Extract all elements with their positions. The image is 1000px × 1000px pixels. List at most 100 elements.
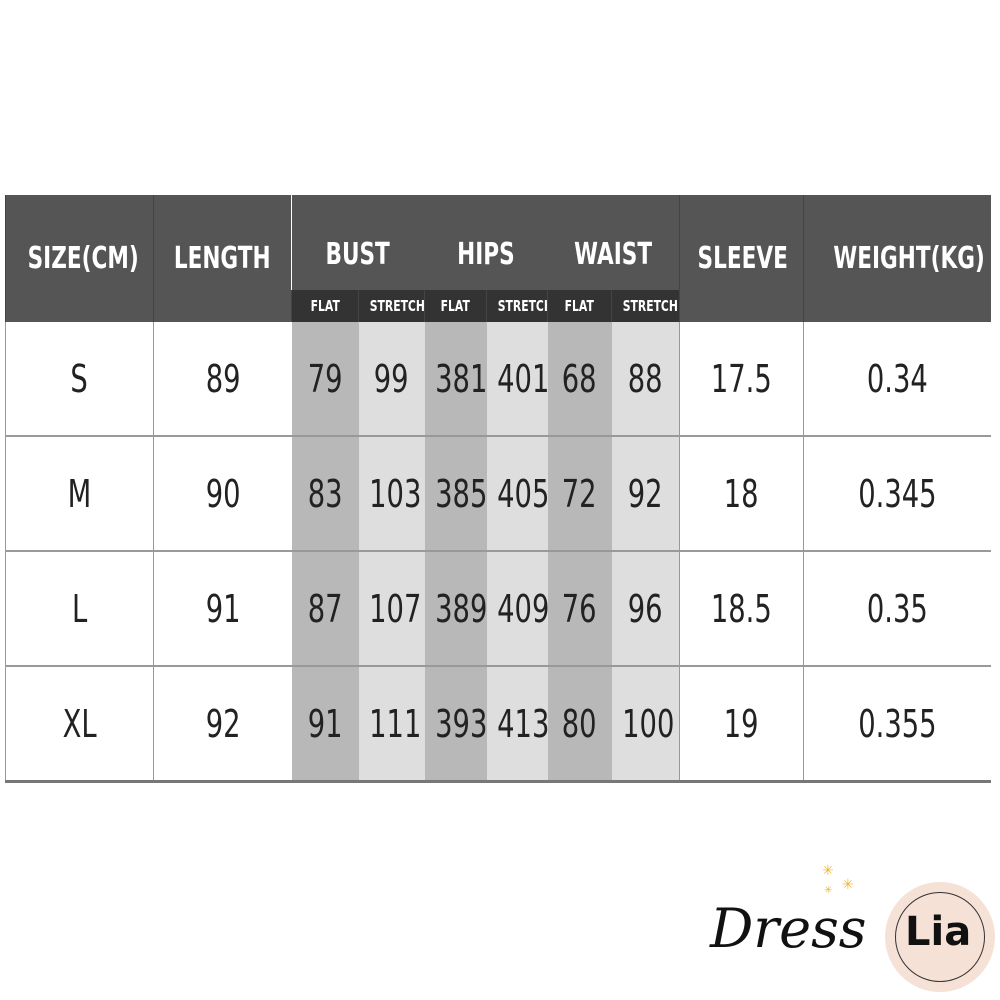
cell-value: 76 bbox=[562, 586, 597, 631]
cell-waist-flat: 68 bbox=[547, 322, 612, 437]
subheader-waist-flat-cell: FLAT bbox=[547, 290, 612, 322]
cell-value: 103 bbox=[368, 471, 421, 516]
cell-value: 91 bbox=[205, 586, 241, 631]
cell-weight: 0.35 bbox=[803, 551, 991, 667]
cell-value: 18 bbox=[724, 471, 759, 516]
cell-bust-stretch: 107 bbox=[358, 551, 425, 667]
cell-sleeve: 18.5 bbox=[679, 551, 804, 667]
cell-value: 83 bbox=[307, 471, 343, 516]
cell-value: 381 bbox=[434, 356, 487, 401]
cell-waist-stretch: 100 bbox=[611, 666, 680, 783]
header-hips-cell: HIPS bbox=[424, 195, 548, 290]
table-row: XL 92 91 111 393 413 80 100 19 0.355 bbox=[5, 666, 991, 783]
cell-value: 385 bbox=[434, 471, 487, 516]
cell-bust-stretch: 103 bbox=[358, 436, 425, 552]
cell-value: 90 bbox=[205, 471, 241, 516]
cell-value: 68 bbox=[562, 356, 597, 401]
cell-value: 92 bbox=[205, 701, 241, 746]
cell-hips-flat: 381 bbox=[424, 322, 487, 437]
logo-block-text: Lia bbox=[905, 909, 972, 955]
cell-waist-flat: 80 bbox=[547, 666, 612, 783]
cell-sleeve: 17.5 bbox=[679, 322, 804, 437]
dresslia-logo: ✳ ✳ ✳ Dress Lia bbox=[700, 860, 1000, 1000]
cell-sleeve: 19 bbox=[679, 666, 804, 783]
header-sleeve-cell: SLEEVE bbox=[679, 195, 804, 322]
subheader-bust-flat-cell: FLAT bbox=[291, 290, 359, 322]
table-row: M 90 83 103 385 405 72 92 18 0.345 bbox=[5, 436, 991, 552]
cell-value: 0.355 bbox=[858, 701, 937, 746]
cell-value: 393 bbox=[434, 701, 487, 746]
cell-bust-flat: 79 bbox=[291, 322, 359, 437]
subheader-hips-stretch: STRETCH bbox=[497, 297, 548, 315]
logo-ring bbox=[895, 892, 985, 982]
cell-length: 91 bbox=[153, 551, 292, 667]
logo-script-text: Dress bbox=[710, 897, 867, 960]
cell-value: XL bbox=[62, 701, 97, 746]
header-bust-cell: BUST bbox=[291, 195, 425, 290]
cell-length: 92 bbox=[153, 666, 292, 783]
cell-value: 79 bbox=[307, 356, 343, 401]
cell-value: 89 bbox=[205, 356, 241, 401]
cell-value: 96 bbox=[627, 586, 663, 631]
cell-waist-stretch: 92 bbox=[611, 436, 680, 552]
cell-weight: 0.355 bbox=[803, 666, 991, 783]
table-row: L 91 87 107 389 409 76 96 18.5 0.35 bbox=[5, 551, 991, 667]
cell-weight: 0.345 bbox=[803, 436, 991, 552]
cell-length: 90 bbox=[153, 436, 292, 552]
cell-value: 405 bbox=[496, 471, 548, 516]
subheader-hips-flat-cell: FLAT bbox=[424, 290, 487, 322]
cell-hips-flat: 389 bbox=[424, 551, 487, 667]
cell-length: 89 bbox=[153, 322, 292, 437]
cell-value: 111 bbox=[368, 701, 421, 746]
star-icon: ✳ bbox=[824, 885, 833, 896]
subheader-waist-flat: FLAT bbox=[564, 297, 595, 315]
cell-value: 100 bbox=[621, 701, 674, 746]
header-hips: HIPS bbox=[457, 237, 515, 272]
cell-value: 401 bbox=[496, 356, 548, 401]
cell-value: 0.34 bbox=[866, 356, 928, 401]
cell-waist-stretch: 96 bbox=[611, 551, 680, 667]
cell-size: S bbox=[5, 322, 154, 437]
table-row: S 89 79 99 381 401 68 88 17.5 0.34 bbox=[5, 322, 991, 437]
subheader-hips-stretch-cell: STRETCH bbox=[486, 290, 548, 322]
header-size-cell: SIZE(CM) bbox=[5, 195, 154, 322]
header-waist-cell: WAIST bbox=[547, 195, 680, 290]
cell-waist-flat: 72 bbox=[547, 436, 612, 552]
subheader-hips-flat: FLAT bbox=[440, 297, 471, 315]
cell-size: XL bbox=[5, 666, 154, 783]
subheader-bust-stretch: STRETCH bbox=[369, 297, 425, 315]
subheader-waist-stretch-cell: STRETCH bbox=[611, 290, 680, 322]
cell-size: M bbox=[5, 436, 154, 552]
cell-weight: 0.34 bbox=[803, 322, 991, 437]
header-weight: WEIGHT(KG) bbox=[833, 241, 985, 276]
cell-value: 72 bbox=[562, 471, 597, 516]
header-weight-cell: WEIGHT(KG) bbox=[803, 195, 991, 322]
star-icon: ✳ bbox=[822, 863, 834, 879]
cell-hips-stretch: 413 bbox=[486, 666, 548, 783]
cell-hips-stretch: 409 bbox=[486, 551, 548, 667]
cell-waist-stretch: 88 bbox=[611, 322, 680, 437]
header-sleeve: SLEEVE bbox=[697, 241, 788, 276]
cell-value: 107 bbox=[368, 586, 421, 631]
cell-bust-stretch: 99 bbox=[358, 322, 425, 437]
cell-value: 0.345 bbox=[858, 471, 937, 516]
subheader-bust-flat: FLAT bbox=[310, 297, 340, 315]
cell-bust-flat: 83 bbox=[291, 436, 359, 552]
cell-hips-flat: 393 bbox=[424, 666, 487, 783]
cell-sleeve: 18 bbox=[679, 436, 804, 552]
cell-value: 92 bbox=[627, 471, 663, 516]
cell-bust-stretch: 111 bbox=[358, 666, 425, 783]
cell-value: 17.5 bbox=[711, 356, 772, 401]
header-waist: WAIST bbox=[574, 237, 653, 272]
header-bust: BUST bbox=[325, 237, 391, 272]
size-chart-table: SIZE(CM) LENGTH BUST HIPS WAIST SLEEVE W… bbox=[5, 195, 991, 783]
cell-size: L bbox=[5, 551, 154, 667]
cell-value: M bbox=[67, 471, 92, 516]
cell-value: S bbox=[70, 356, 89, 401]
subheader-bust-stretch-cell: STRETCH bbox=[357, 290, 425, 322]
cell-value: 0.35 bbox=[866, 586, 928, 631]
cell-value: 80 bbox=[562, 701, 597, 746]
cell-waist-flat: 76 bbox=[547, 551, 612, 667]
header-length: LENGTH bbox=[174, 241, 271, 276]
star-icon: ✳ bbox=[842, 877, 854, 893]
